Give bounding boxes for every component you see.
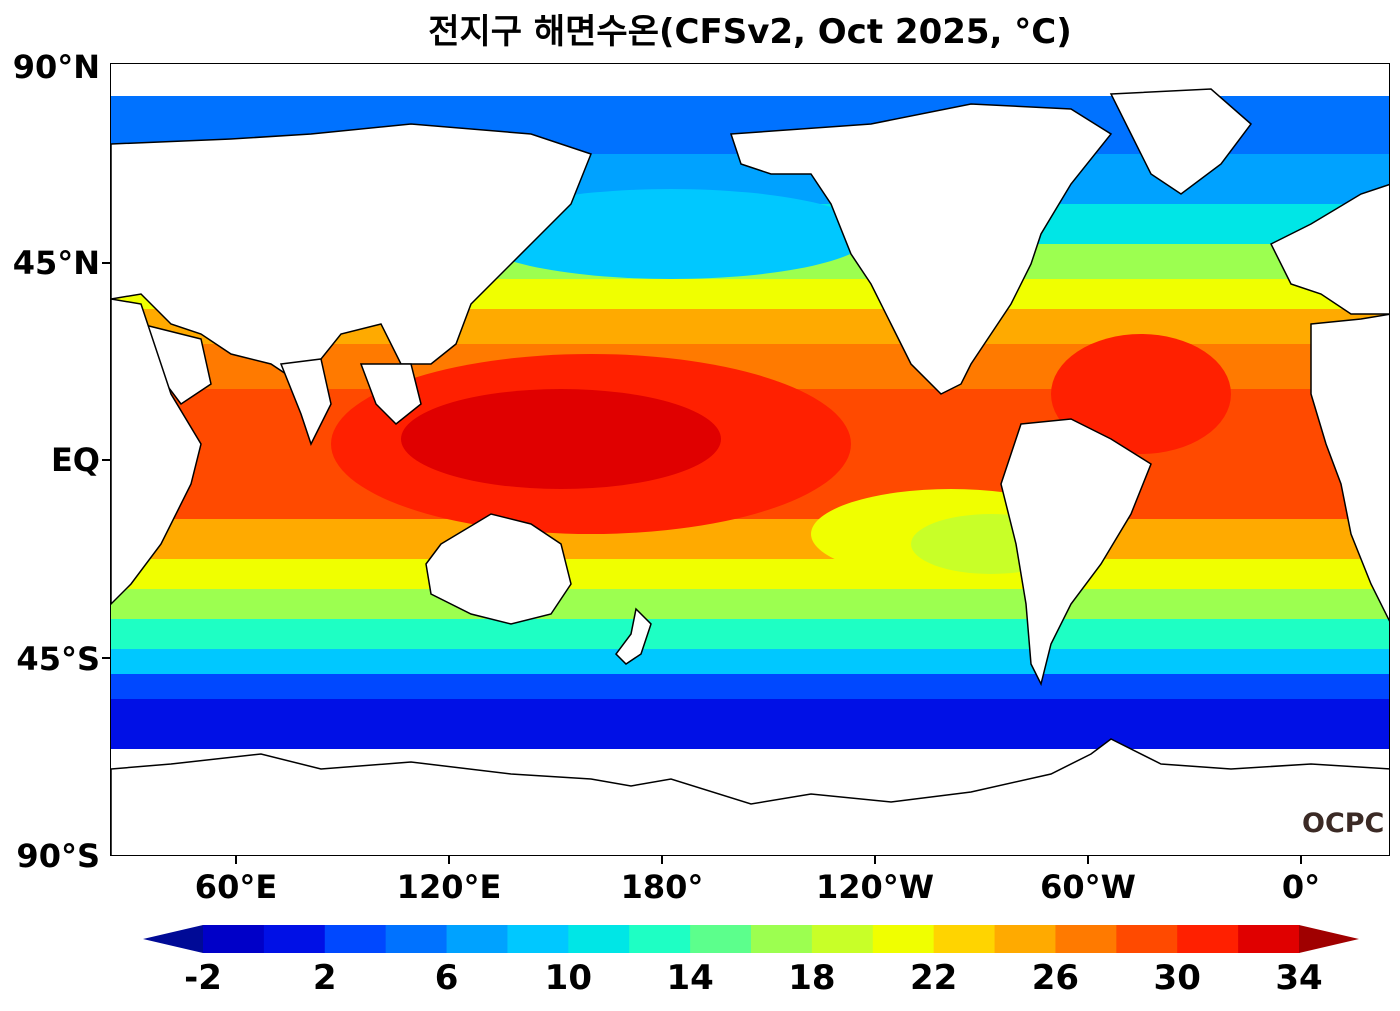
colorbar-segment — [1055, 925, 1117, 953]
lat-tick — [102, 262, 110, 264]
colorbar-over-triangle — [1299, 925, 1359, 953]
lat-label-eq: EQ — [50, 441, 100, 479]
lon-label-120w: 120°W — [815, 868, 935, 906]
lon-label-0: 0° — [1281, 868, 1321, 906]
colorbar-segment — [811, 925, 874, 953]
colorbar-segment — [1116, 925, 1178, 953]
colorbar-segment — [446, 925, 508, 953]
colorbar-segment — [324, 925, 387, 953]
colorbar-tick-label: 34 — [1275, 958, 1323, 998]
colorbar-segment — [1177, 925, 1239, 953]
ocpc-logo: OCPC — [1302, 808, 1385, 839]
lat-label-90n: 90°N — [12, 48, 100, 86]
colorbar-segment — [568, 925, 630, 953]
colorbar-segment — [690, 925, 752, 953]
colorbar-segment — [933, 925, 996, 953]
lat-tick — [102, 459, 110, 461]
lon-label-120e: 120°E — [396, 868, 502, 906]
colorbar — [143, 925, 1359, 953]
colorbar-tick-label: 30 — [1153, 958, 1201, 998]
colorbar-segment — [994, 925, 1056, 953]
colorbar-tick-label: 2 — [312, 958, 337, 998]
colorbar-tick-label: 22 — [909, 958, 958, 998]
sst-map — [110, 63, 1390, 856]
lat-label-45n: 45°N — [12, 244, 100, 282]
colorbar-tick-label: 14 — [666, 958, 714, 998]
colorbar-tick-label: 6 — [434, 958, 459, 998]
colorbar-segment — [263, 925, 326, 953]
colorbar-under-triangle — [143, 925, 203, 953]
lon-tick — [1087, 856, 1089, 864]
colorbar-tick-label: -2 — [184, 958, 222, 998]
lat-label-45s: 45°S — [16, 640, 100, 678]
colorbar-segment — [751, 925, 813, 953]
colorbar-segment — [629, 925, 691, 953]
lat-tick — [102, 657, 110, 659]
colorbar-segment — [872, 925, 935, 953]
lon-tick — [448, 856, 450, 864]
sst-field — [111, 64, 1389, 855]
colorbar-segment — [507, 925, 569, 953]
lon-label-180: 180° — [620, 868, 704, 906]
colorbar-segment — [1238, 925, 1300, 953]
lon-tick — [874, 856, 876, 864]
lon-label-60e: 60°E — [194, 868, 278, 906]
lon-tick — [1300, 856, 1302, 864]
colorbar-tick-label: 18 — [788, 958, 836, 998]
colorbar-tick-label: 10 — [544, 958, 592, 998]
colorbar-segment — [385, 925, 448, 953]
lat-label-90s: 90°S — [16, 837, 100, 875]
lon-tick — [235, 856, 237, 864]
colorbar-segment — [203, 925, 265, 953]
map-title: 전지구 해면수온(CFSv2, Oct 2025, °C) — [428, 12, 1072, 52]
lon-label-60w: 60°W — [1040, 868, 1136, 906]
colorbar-tick-label: 26 — [1031, 958, 1080, 998]
lon-tick — [661, 856, 663, 864]
